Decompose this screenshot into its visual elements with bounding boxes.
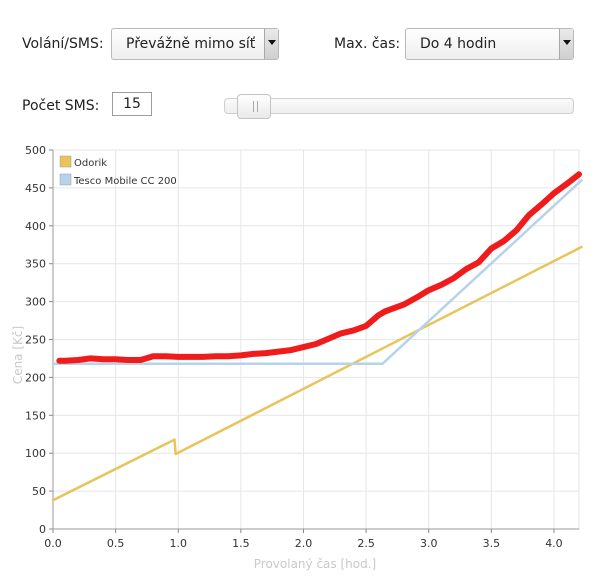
sms-label: Počet SMS:: [22, 98, 100, 114]
y-tick-label: 500: [25, 144, 46, 157]
x-tick-label: 3.0: [420, 537, 438, 550]
x-tick-label: 0.0: [44, 537, 62, 550]
x-tick-label: 2.5: [357, 537, 375, 550]
time-select[interactable]: Do 4 hodin: [405, 28, 574, 60]
y-tick-label: 200: [25, 371, 46, 384]
legend-swatch: [59, 173, 72, 186]
y-tick-label: 300: [25, 296, 46, 309]
calls-select-value: Převážně mimo síť: [126, 36, 256, 52]
x-tick-label: 2.0: [295, 537, 313, 550]
y-tick-label: 100: [25, 447, 46, 460]
series-line-2: [51, 179, 583, 366]
time-select-value: Do 4 hodin: [420, 36, 497, 52]
y-axis-label: Cena [Kč]: [11, 326, 25, 384]
legend-label: Odorik: [74, 158, 107, 169]
calls-select[interactable]: Převážně mimo síť: [111, 28, 279, 60]
legend-swatch: [59, 155, 72, 168]
x-tick-label: 1.0: [169, 537, 187, 550]
sms-slider-thumb[interactable]: [237, 94, 272, 119]
sms-count-input[interactable]: 15: [112, 92, 152, 116]
x-tick-label: 0.5: [107, 537, 125, 550]
grip-icon: [253, 101, 259, 112]
y-tick-label: 350: [25, 258, 46, 271]
y-tick-label: 50: [32, 485, 46, 498]
legend-label: Tesco Mobile CC 200: [73, 176, 177, 187]
y-tick-label: 150: [25, 409, 46, 422]
x-tick-label: 4.0: [545, 537, 563, 550]
x-tick-label: 3.5: [483, 537, 501, 550]
chevron-down-icon: [559, 29, 573, 59]
chevron-down-icon: [264, 29, 278, 59]
y-tick-label: 0: [39, 523, 46, 536]
y-tick-label: 450: [25, 182, 46, 195]
x-tick-label: 1.5: [232, 537, 250, 550]
y-tick-label: 250: [25, 334, 46, 347]
sms-slider-track[interactable]: [224, 98, 574, 114]
time-label: Max. čas:: [334, 36, 401, 52]
y-tick-label: 400: [25, 220, 46, 233]
series-line-highlight: [56, 171, 582, 364]
series-line-1: [51, 245, 583, 502]
x-axis-label: Provolaný čas [hod.]: [254, 557, 376, 571]
calls-label: Volání/SMS:: [22, 36, 104, 52]
